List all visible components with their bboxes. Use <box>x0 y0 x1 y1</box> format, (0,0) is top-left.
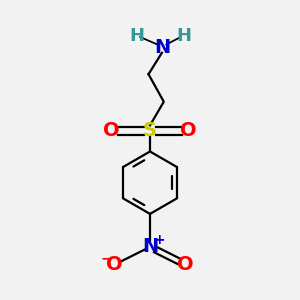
Text: N: N <box>154 38 170 57</box>
Text: H: H <box>129 27 144 45</box>
Text: N: N <box>142 237 158 256</box>
Text: H: H <box>177 27 192 45</box>
Text: −: − <box>100 251 112 266</box>
Text: +: + <box>153 233 165 247</box>
Text: S: S <box>143 121 157 140</box>
Text: O: O <box>180 121 197 140</box>
Text: O: O <box>103 121 120 140</box>
Text: O: O <box>106 255 123 274</box>
Text: O: O <box>177 255 194 274</box>
